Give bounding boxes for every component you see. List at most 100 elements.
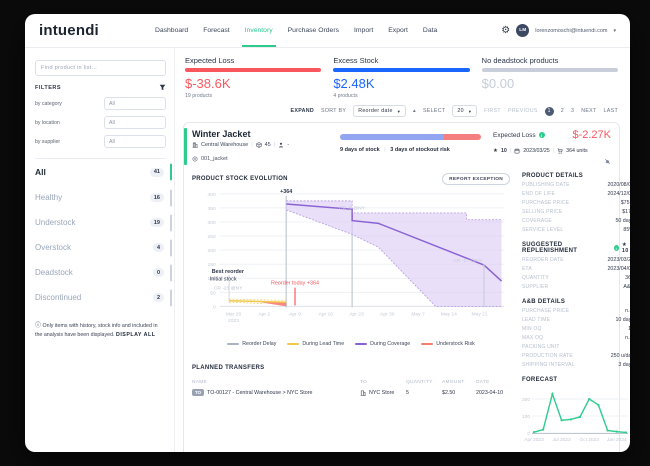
pager-first[interactable]: FIRST: [484, 108, 501, 114]
sku-icon: [192, 156, 198, 162]
col-quantity: QUANTITY: [406, 380, 433, 385]
info-icon: ⓘ: [35, 323, 42, 329]
svg-text:300: 300: [207, 220, 215, 226]
status-indicator-bar: [169, 189, 172, 206]
stock-bar-healthy: [340, 134, 445, 140]
nav-right: ⚙ LM lorenzomoschi@intuendi.com ▾: [501, 24, 616, 37]
sort-direction-toggle[interactable]: ▴: [412, 108, 416, 114]
svg-text:150: 150: [207, 262, 215, 268]
sort-select[interactable]: Reorder date ▼: [353, 105, 406, 117]
pager-page-3[interactable]: 3: [570, 108, 575, 114]
svg-text:200: 200: [522, 397, 530, 403]
transfer-quantity: 5: [406, 389, 409, 396]
stat-value: $0.00: [481, 76, 515, 91]
svg-text:May 7: May 7: [411, 311, 425, 317]
pager-next[interactable]: NEXT: [581, 108, 597, 114]
svg-text:Initial stock: Initial stock: [210, 277, 237, 283]
status-indicator-bar: [169, 264, 172, 281]
svg-text:Apr 2023: Apr 2023: [524, 437, 544, 443]
nav-item-inventory[interactable]: Inventory: [241, 14, 276, 47]
calendar-icon: [514, 148, 520, 154]
stock-evolution-title: PRODUCT STOCK EVOLUTION: [192, 176, 288, 182]
stat-title: No deadstock products: [481, 56, 559, 65]
pager-page-2[interactable]: 2: [560, 108, 564, 114]
report-exception-button[interactable]: REPORT EXCEPTION: [442, 173, 510, 185]
status-count: 19: [149, 218, 164, 227]
svg-text:+364: +364: [280, 189, 292, 195]
stat-card-excess-stock[interactable]: Excess Stock $2.48K 4 products: [333, 56, 470, 99]
separator: |: [509, 148, 512, 154]
settings-gear-icon[interactable]: ⚙: [501, 24, 511, 36]
sku-code: 001_jacket: [201, 156, 228, 162]
status-count: 41: [149, 167, 164, 177]
status-item-discontinued[interactable]: Discontinued 2: [35, 285, 172, 310]
forecast-chart: 0 100 200 Apr 2023 Jul 2023 Oct 2023 Jan 2024: [522, 391, 628, 443]
list-toolbar: EXPAND SORT BY Reorder date ▼ ▴ SELECT 2…: [181, 104, 618, 118]
status-item-overstock[interactable]: Overstock 4: [35, 235, 172, 260]
nav-item-export[interactable]: Export: [388, 27, 408, 34]
filter-by-location: by location All: [35, 116, 166, 129]
user-avatar[interactable]: LM: [516, 24, 530, 37]
status-indicator-bar: [169, 239, 172, 256]
nav-item-forecast[interactable]: Forecast: [203, 27, 230, 34]
nav-menu: Dashboard Forecast Inventory Purchase Or…: [155, 14, 437, 47]
replenishment-title: SUGGESTED REPLENISHMENT i ★ 10: [522, 242, 630, 254]
display-all-link[interactable]: DISPLAY ALL: [116, 332, 156, 339]
filter-by-supplier: by supplier All: [35, 135, 166, 148]
col-to: TO: [360, 380, 368, 385]
replenishment-check-icon: i: [613, 245, 619, 251]
app-logo: intuendi: [39, 22, 99, 39]
page-size-select[interactable]: 20 ▼: [452, 105, 478, 117]
product-title[interactable]: Winter Jacket: [192, 129, 251, 139]
stat-bar: [333, 68, 470, 72]
stat-card-expected-loss[interactable]: Expected Loss $-38.6K 19 products: [185, 56, 322, 99]
svg-text:CR -23 @NY: CR -23 @NY: [214, 286, 244, 292]
category-select[interactable]: All: [104, 97, 166, 110]
status-label: All: [35, 167, 46, 177]
expand-button[interactable]: EXPAND: [290, 108, 315, 114]
search-input[interactable]: [35, 60, 166, 76]
product-card-winter-jacket: Winter Jacket Central Warehouse | 45 | -: [183, 122, 630, 452]
pager-last[interactable]: LAST: [603, 108, 618, 114]
stat-card-deadstock[interactable]: No deadstock products $0.00: [481, 56, 618, 99]
status-item-healthy[interactable]: Healthy 16: [35, 185, 172, 210]
legend-swatch: [227, 342, 240, 346]
assignee: -: [287, 142, 290, 148]
status-item-all[interactable]: All 41: [35, 159, 172, 185]
status-item-understock[interactable]: Understock 19: [35, 210, 172, 235]
svg-text:Oct 2023: Oct 2023: [579, 437, 599, 443]
svg-text:CR -17 @NY: CR -17 @NY: [453, 258, 483, 264]
pager-previous[interactable]: PREVIOUS: [507, 108, 538, 114]
status-label: Understock: [35, 218, 76, 227]
notification-off-icon[interactable]: [604, 158, 611, 165]
svg-text:Jul 2023: Jul 2023: [553, 437, 571, 443]
nav-item-data[interactable]: Data: [422, 27, 438, 34]
chevron-down-icon[interactable]: ▾: [613, 27, 616, 34]
legend-reorder-delay: Reorder Delay: [227, 341, 276, 347]
sort-by-label: SORT BY: [321, 108, 347, 114]
supplier-select[interactable]: All: [104, 135, 166, 148]
location-select[interactable]: All: [104, 116, 166, 129]
sort-value: Reorder date: [358, 108, 393, 114]
nav-item-purchase-orders[interactable]: Purchase Orders: [287, 27, 339, 34]
stat-bar: [185, 68, 322, 72]
stat-value: $2.48K: [333, 76, 375, 91]
app-window: intuendi Dashboard Forecast Inventory Pu…: [25, 14, 630, 452]
nav-item-import[interactable]: Import: [354, 27, 374, 34]
store-icon: [360, 390, 366, 396]
status-item-deadstock[interactable]: Deadstock 0: [35, 260, 172, 285]
transfer-row[interactable]: TO TO-00127 - Central Warehouse > NYC Sto…: [192, 389, 510, 396]
pager-page-1[interactable]: 1: [544, 106, 554, 116]
expected-loss-value: $-2.27K: [572, 129, 611, 141]
filter-funnel-icon[interactable]: [159, 84, 166, 91]
user-email[interactable]: lorenzomoschi@intuendi.com: [535, 27, 608, 34]
stat-value: $-38.6K: [185, 76, 231, 91]
svg-text:50: 50: [210, 290, 216, 296]
nav-item-dashboard[interactable]: Dashboard: [154, 27, 189, 34]
svg-text:Apr 9: Apr 9: [289, 311, 301, 317]
